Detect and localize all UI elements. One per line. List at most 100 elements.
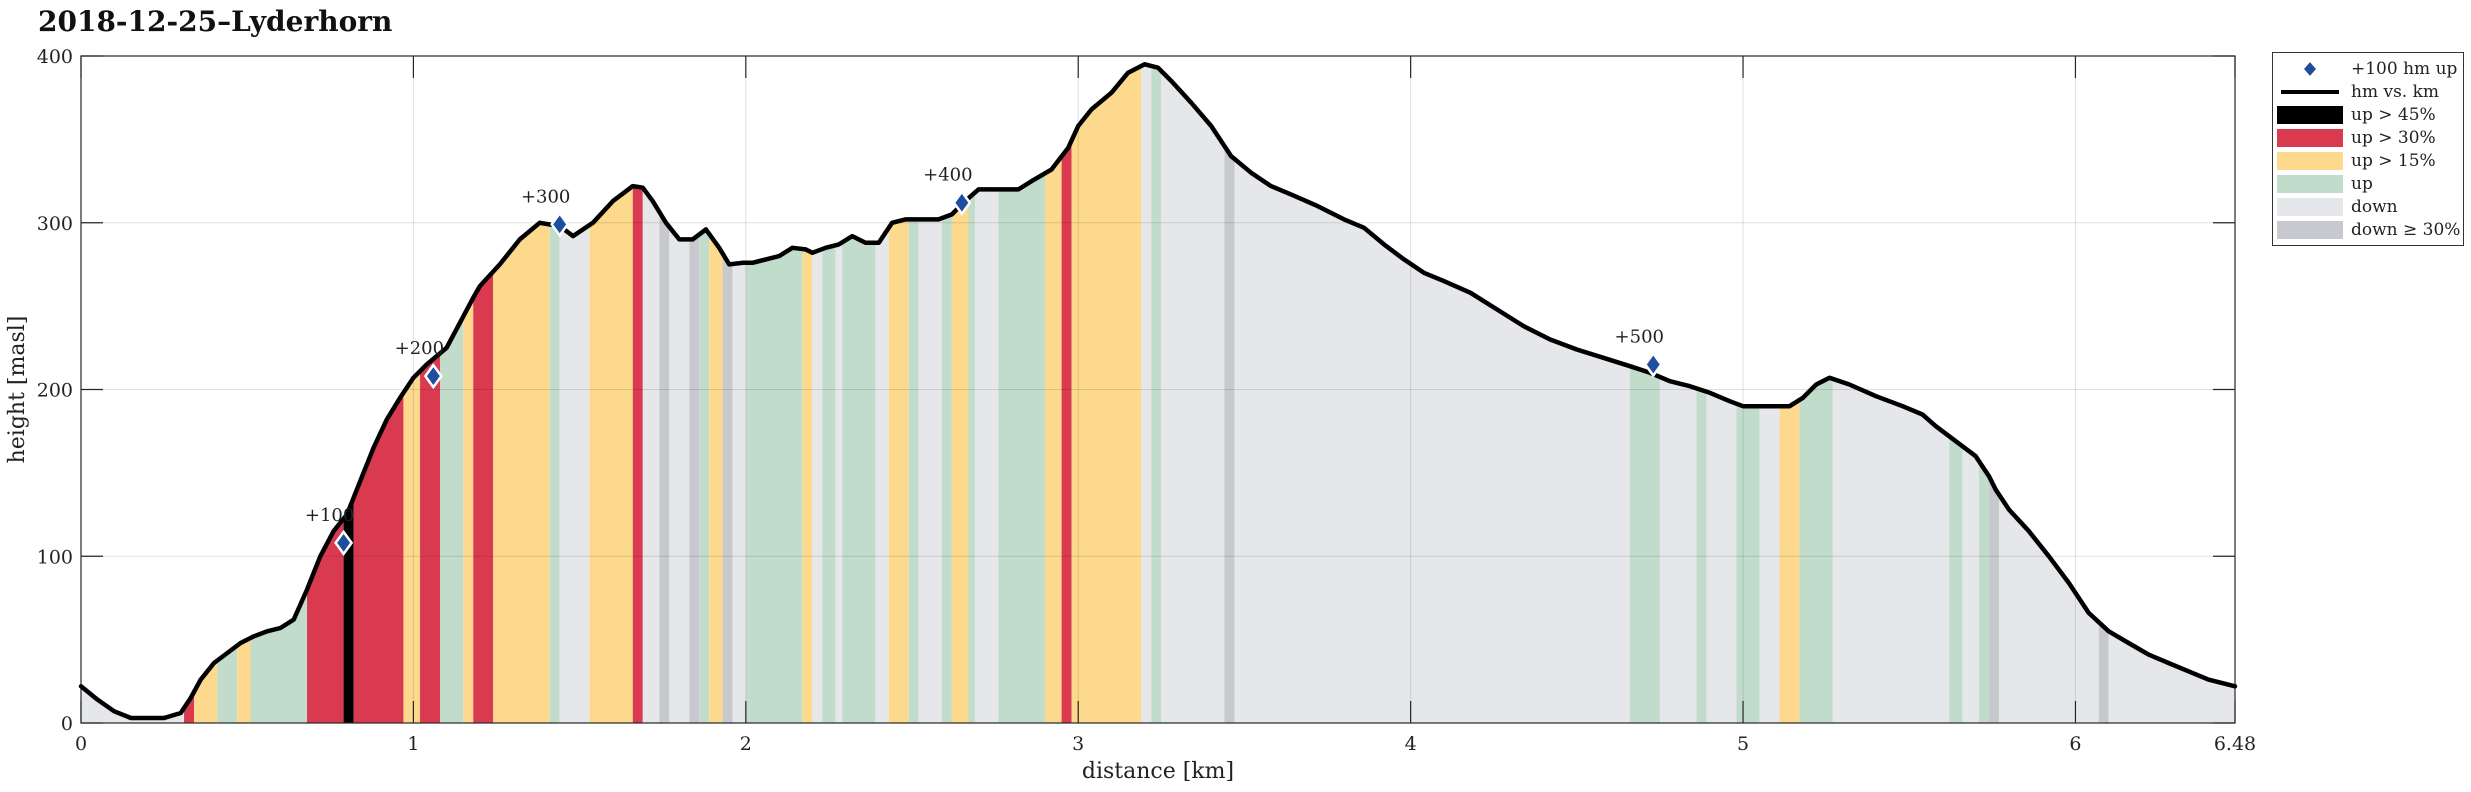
- x-tick-label: 3: [1072, 733, 1084, 755]
- segment-45: [1141, 64, 1152, 723]
- segment-61: [1979, 461, 1990, 723]
- legend: +100 hm up hm vs. km up > 45% up > 30% up > …: [2272, 52, 2464, 246]
- segment-14: [493, 222, 550, 723]
- segment-13: [473, 271, 494, 723]
- segment-25: [722, 253, 733, 723]
- segment-9: [403, 371, 421, 723]
- segment-40: [975, 189, 999, 723]
- segment-46: [1151, 66, 1162, 723]
- segment-27: [745, 247, 803, 723]
- legend-swatch: [2277, 83, 2343, 101]
- segment-48: [1224, 146, 1235, 724]
- legend-item-4: up > 15%: [2273, 149, 2463, 172]
- hm-marker-label-2: +300: [521, 186, 570, 207]
- gradient-segments: [81, 64, 2235, 724]
- segment-11: [440, 316, 464, 723]
- y-tick-label: 100: [37, 546, 73, 568]
- segment-7: [343, 497, 354, 723]
- legend-label: down ≥ 30%: [2351, 219, 2461, 240]
- segment-31: [835, 242, 843, 723]
- legend-swatch: [2277, 197, 2343, 216]
- tick-labels: 0 1 2 3 4 5 6 6.48 0 100 200 300 400: [37, 46, 2256, 755]
- legend-item-3: up > 30%: [2273, 126, 2463, 149]
- segment-39: [968, 192, 976, 724]
- segment-28: [802, 249, 813, 723]
- segment-57: [1799, 377, 1833, 723]
- segment-15: [549, 224, 560, 724]
- hm-marker-1: [423, 363, 443, 390]
- segment-19: [642, 187, 660, 724]
- x-tick-label: 1: [407, 733, 419, 755]
- segment-26: [732, 262, 746, 723]
- y-tick-label: 200: [37, 380, 73, 402]
- y-tick-label: 400: [37, 46, 73, 68]
- segment-47: [1161, 71, 1225, 723]
- profile-line: [78, 62, 2238, 721]
- segment-53: [1706, 391, 1737, 723]
- segment-8: [353, 392, 404, 723]
- legend-swatch: [2277, 220, 2343, 239]
- legend-item-6: down: [2273, 195, 2463, 218]
- segment-60: [1962, 446, 1980, 723]
- segment-64: [2098, 622, 2109, 723]
- y-tick-label: 0: [61, 713, 73, 735]
- segment-52: [1696, 388, 1707, 723]
- segment-55: [1759, 406, 1780, 723]
- legend-item-5: up: [2273, 172, 2463, 195]
- segment-3: [217, 645, 238, 723]
- segment-12: [463, 297, 474, 723]
- segment-21: [669, 226, 690, 723]
- legend-label: up > 15%: [2351, 150, 2436, 171]
- chart-title: 2018-12-25–Lyderhorn: [38, 5, 393, 38]
- legend-label: hm vs. km: [2351, 81, 2440, 102]
- segment-18: [632, 186, 643, 723]
- x-tick-label: 4: [1405, 733, 1417, 755]
- hm-vs-km-line: [78, 62, 2238, 721]
- x-tick-label: 0: [75, 733, 87, 755]
- x-tick-label: 6.48: [2214, 733, 2256, 755]
- x-tick-label: 6: [2069, 733, 2081, 755]
- segment-65: [2108, 631, 2235, 723]
- y-axis-label: height [masl]: [5, 316, 30, 464]
- segment-35: [908, 219, 919, 724]
- segment-42: [1044, 156, 1062, 724]
- segment-63: [1998, 494, 2099, 723]
- segment-62: [1989, 476, 1999, 723]
- segment-10: [420, 353, 440, 723]
- segment-59: [1949, 436, 1963, 723]
- hm-marker-2: [550, 211, 570, 238]
- segment-58: [1832, 378, 1950, 723]
- segment-38: [951, 198, 969, 724]
- segment-43: [1061, 140, 1072, 723]
- segment-29: [812, 249, 823, 723]
- legend-item-1: hm vs. km: [2273, 80, 2463, 103]
- segment-34: [888, 219, 909, 724]
- segment-56: [1779, 399, 1800, 723]
- segment-36: [918, 218, 942, 723]
- x-tick-label: 5: [1737, 733, 1749, 755]
- legend-swatch: [2277, 174, 2343, 193]
- segment-23: [699, 229, 710, 724]
- legend-swatch: [2277, 105, 2343, 124]
- segment-54: [1736, 403, 1760, 723]
- axes: [80, 55, 2236, 724]
- segment-17: [589, 186, 633, 723]
- legend-item-7: down ≥ 30%: [2273, 218, 2463, 241]
- legend-label: up > 30%: [2351, 127, 2436, 148]
- segment-41: [998, 173, 1045, 724]
- hm-marker-label-3: +400: [923, 165, 972, 186]
- segment-4: [237, 637, 251, 723]
- legend-swatch: [2277, 151, 2343, 170]
- segment-30: [822, 245, 836, 724]
- hm-marker-3: [952, 189, 972, 216]
- grid: [81, 56, 2235, 723]
- segment-24: [709, 234, 723, 724]
- x-tick-label: 2: [740, 733, 752, 755]
- segment-5: [250, 589, 308, 723]
- legend-label: down: [2351, 196, 2398, 217]
- legend-label: +100 hm up: [2351, 58, 2458, 79]
- hm-marker-0: [334, 529, 354, 557]
- hm-marker-4: [1643, 351, 1663, 378]
- hm-marker-label-4: +500: [1615, 326, 1664, 347]
